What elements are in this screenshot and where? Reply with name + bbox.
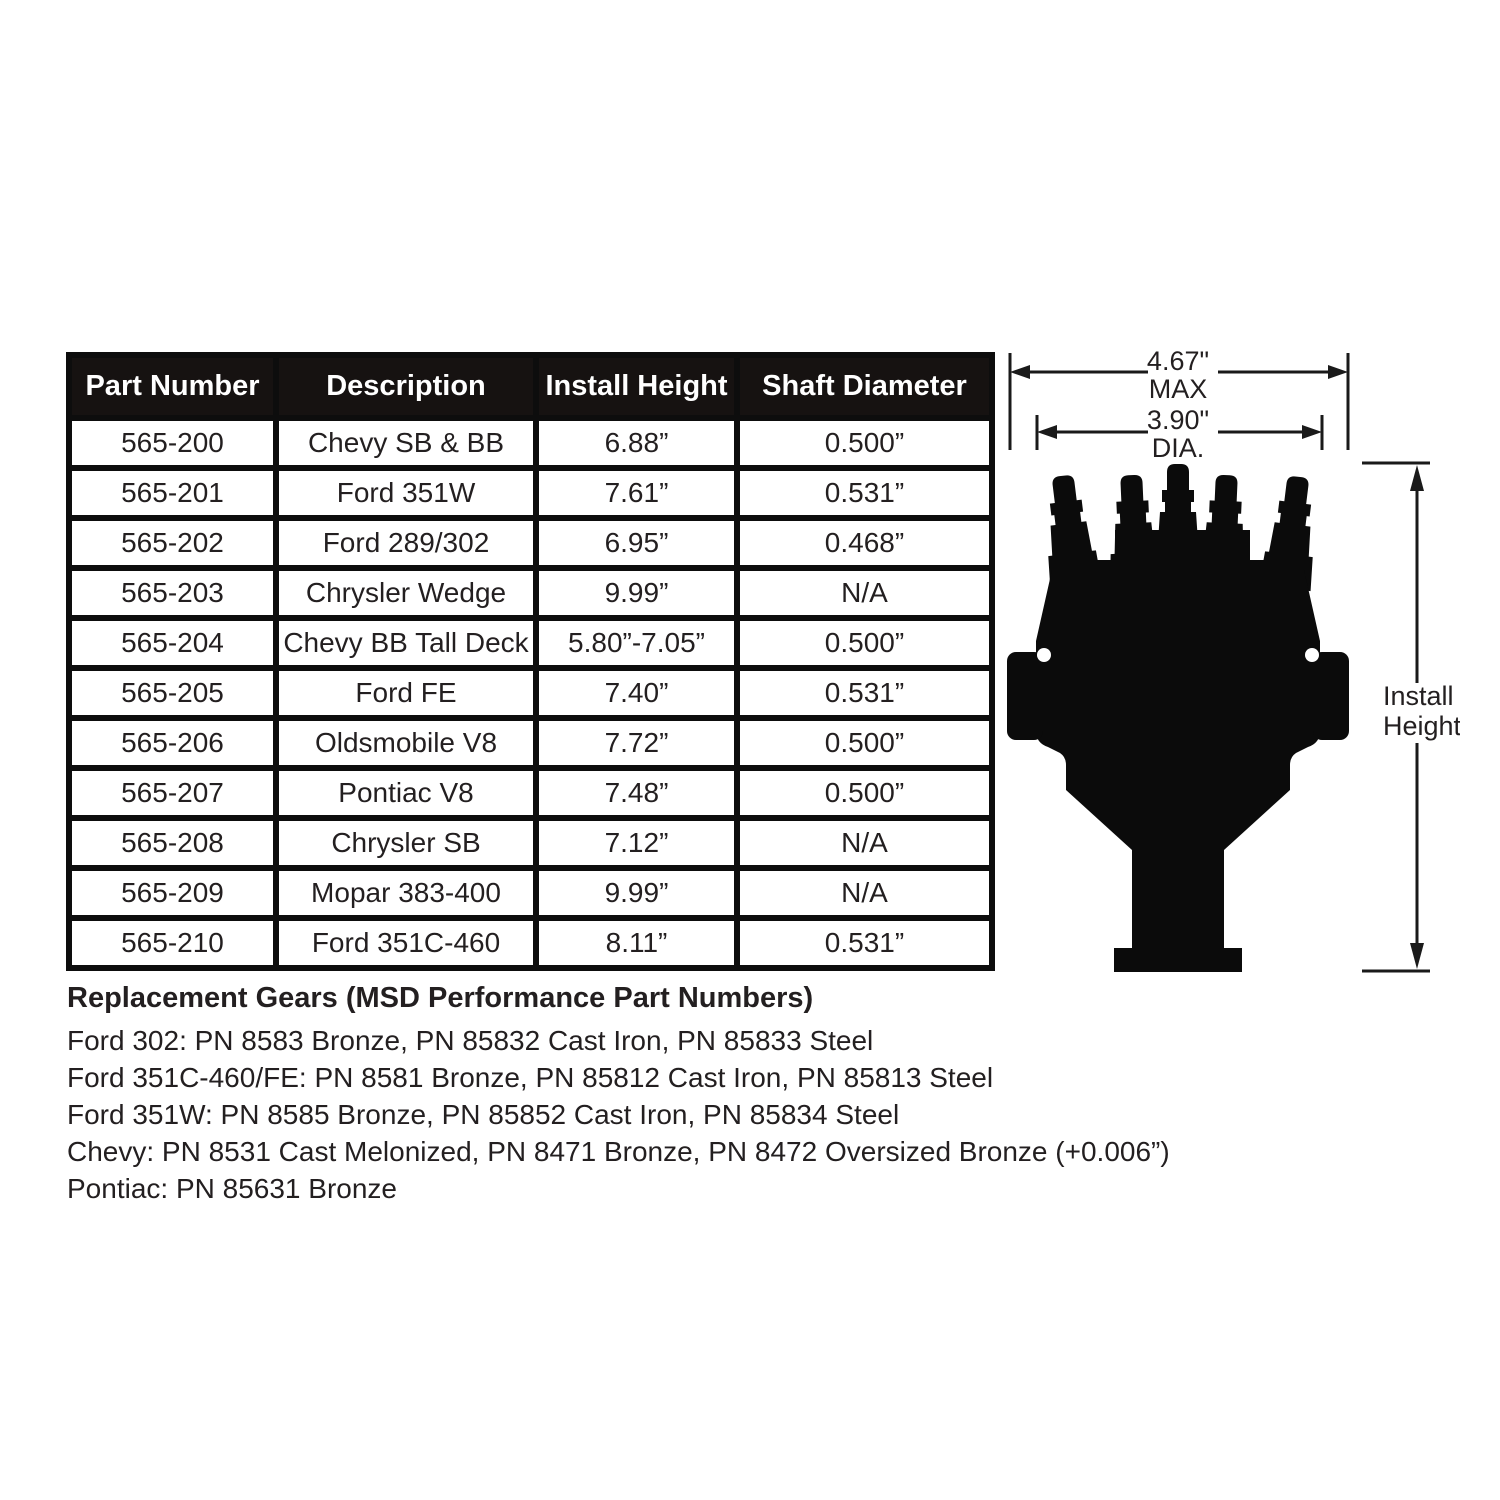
table-cell: Ford FE [273, 665, 539, 721]
table-cell: 565-210 [66, 915, 279, 971]
table-cell: Chevy BB Tall Deck [273, 615, 539, 671]
arrow-up-icon [1410, 465, 1424, 491]
clamp-notch-left [1037, 648, 1051, 662]
spec-table-body: 565-200 Chevy SB & BB 6.88” 0.500” 565-201 Fo… [66, 415, 995, 971]
table-cell: Pontiac V8 [273, 765, 539, 821]
table-cell: 565-203 [66, 565, 279, 621]
table-row: 565-210 Ford 351C-460 8.11” 0.531” [66, 915, 995, 971]
table-cell: 565-202 [66, 515, 279, 571]
table-row: 565-201 Ford 351W 7.61” 0.531” [66, 465, 995, 521]
table-cell: 565-209 [66, 865, 279, 921]
arrow-down-icon [1410, 943, 1424, 969]
table-row: 565-206 Oldsmobile V8 7.72” 0.500” [66, 715, 995, 771]
table-header-row: Part Number Description Install Height S… [66, 352, 995, 421]
header-shaft-diameter: Shaft Diameter [734, 352, 995, 421]
distributor-shaft [1132, 845, 1224, 948]
max-width-dimension: 4.67" MAX [1008, 346, 1350, 450]
table-cell: Mopar 383-400 [273, 865, 539, 921]
table-cell: N/A [734, 865, 995, 921]
table-cell: 565-204 [66, 615, 279, 671]
table-cell: 0.531” [734, 915, 995, 971]
table-cell: 7.48” [533, 765, 740, 821]
table-cell: 0.500” [734, 715, 995, 771]
table-cell: Ford 351C-460 [273, 915, 539, 971]
header-install-height: Install Height [533, 352, 740, 421]
arrow-left-icon [1010, 365, 1030, 379]
table-row: 565-205 Ford FE 7.40” 0.531” [66, 665, 995, 721]
header-part-number: Part Number [66, 352, 279, 421]
table-row: 565-203 Chrysler Wedge 9.99” N/A [66, 565, 995, 621]
table-cell: Ford 289/302 [273, 515, 539, 571]
distributor-body [1036, 570, 1320, 857]
arrow-right-icon [1302, 425, 1322, 439]
table-cell: 9.99” [533, 865, 740, 921]
distributor-dimension-diagram: 4.67" MAX 3.90" DIA. Install Height [1007, 346, 1460, 973]
table-cell: N/A [734, 565, 995, 621]
table-cell: Chrysler SB [273, 815, 539, 871]
table-cell: Oldsmobile V8 [273, 715, 539, 771]
table-cell: 6.88” [533, 415, 740, 471]
table-cell: 8.11” [533, 915, 740, 971]
max-width-value: 4.67" [1147, 346, 1209, 376]
replacement-gears-heading: Replacement Gears (MSD Performance Part … [67, 982, 814, 1014]
table-cell: 7.12” [533, 815, 740, 871]
gear-line: Pontiac: PN 85631 Bronze [67, 1173, 397, 1204]
header-description: Description [273, 352, 539, 421]
gear-line: Chevy: PN 8531 Cast Melonized, PN 8471 B… [67, 1136, 1170, 1167]
table-cell: Chrysler Wedge [273, 565, 539, 621]
table-cell: 0.531” [734, 665, 995, 721]
table-row: 565-208 Chrysler SB 7.12” N/A [66, 815, 995, 871]
replacement-gears-lines: Ford 302: PN 8583 Bronze, PN 85832 Cast … [67, 1022, 1247, 1207]
max-width-label: MAX [1149, 374, 1208, 404]
table-cell: 5.80”-7.05” [533, 615, 740, 671]
table-cell: 7.72” [533, 715, 740, 771]
distributor-flange [1114, 948, 1242, 972]
table-cell: 9.99” [533, 565, 740, 621]
gear-line: Ford 302: PN 8583 Bronze, PN 85832 Cast … [67, 1025, 874, 1056]
table-cell: 0.531” [734, 465, 995, 521]
table-cell: 565-207 [66, 765, 279, 821]
table-row: 565-200 Chevy SB & BB 6.88” 0.500” [66, 415, 995, 471]
table-row: 565-209 Mopar 383-400 9.99” N/A [66, 865, 995, 921]
clamp-right [1313, 652, 1349, 740]
distributor-silhouette [1007, 464, 1349, 972]
arrow-right-icon [1328, 365, 1348, 379]
install-height-label-line2: Height [1383, 711, 1460, 741]
table-row: 565-204 Chevy BB Tall Deck 5.80”-7.05” 0.50… [66, 615, 995, 671]
table-cell: 565-205 [66, 665, 279, 721]
table-cell: 6.95” [533, 515, 740, 571]
diameter-value: 3.90" [1147, 405, 1209, 435]
clamp-notch-right [1305, 648, 1319, 662]
distributor-spec-table: Part Number Description Install Height S… [66, 352, 995, 971]
table-cell: 0.468” [734, 515, 995, 571]
clamp-left [1007, 652, 1043, 740]
table-cell: 565-206 [66, 715, 279, 771]
install-height-dimension: Install Height [1362, 461, 1460, 973]
diameter-dimension: 3.90" DIA. [1035, 405, 1324, 463]
diameter-label: DIA. [1152, 433, 1205, 463]
arrow-left-icon [1037, 425, 1057, 439]
install-height-label-line1: Install [1383, 681, 1454, 711]
gear-line: Ford 351C-460/FE: PN 8581 Bronze, PN 858… [67, 1062, 994, 1093]
gear-line: Ford 351W: PN 8585 Bronze, PN 85852 Cast… [67, 1099, 900, 1130]
table-cell: N/A [734, 815, 995, 871]
table-cell: 7.61” [533, 465, 740, 521]
table-cell: 0.500” [734, 415, 995, 471]
table-cell: 565-201 [66, 465, 279, 521]
replacement-gears-section: Replacement Gears (MSD Performance Part … [67, 982, 1247, 1207]
table-cell: 0.500” [734, 615, 995, 671]
table-cell: 565-208 [66, 815, 279, 871]
table-cell: 565-200 [66, 415, 279, 471]
table-cell: 7.40” [533, 665, 740, 721]
table-cell: 0.500” [734, 765, 995, 821]
table-row: 565-207 Pontiac V8 7.48” 0.500” [66, 765, 995, 821]
table-row: 565-202 Ford 289/302 6.95” 0.468” [66, 515, 995, 571]
table-cell: Chevy SB & BB [273, 415, 539, 471]
table-cell: Ford 351W [273, 465, 539, 521]
